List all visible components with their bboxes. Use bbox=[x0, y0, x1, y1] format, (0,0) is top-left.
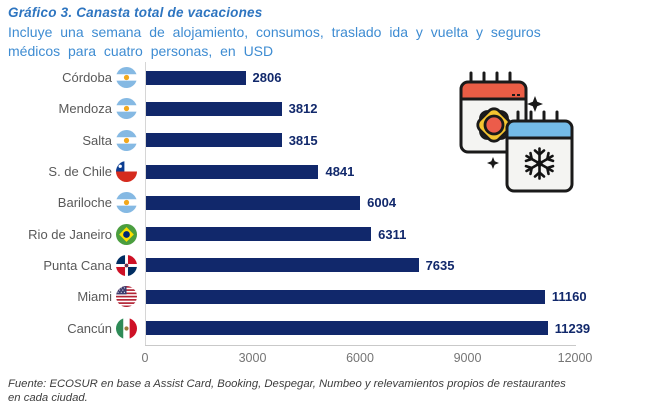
chart-row: Rio de Janeiro 6311 bbox=[0, 218, 610, 249]
winter-calendar-icon bbox=[505, 110, 574, 193]
value-label: 2806 bbox=[252, 70, 282, 86]
bar bbox=[145, 227, 372, 242]
chart-row: Miami 11160 bbox=[0, 281, 610, 312]
bar bbox=[145, 70, 246, 85]
calendar-illustration-svg bbox=[459, 71, 574, 193]
value-label: 3812 bbox=[288, 101, 318, 117]
flag-dominican-republic-icon bbox=[116, 254, 137, 276]
chart-row: Córdoba 2806 bbox=[0, 62, 610, 93]
value-label: 6311 bbox=[378, 226, 407, 242]
value-label: 7635 bbox=[425, 257, 455, 273]
source-line-1: Fuente: ECOSUR en base a Assist Card, Bo… bbox=[8, 378, 566, 390]
chart-row: Mendoza 3812 bbox=[0, 93, 610, 124]
y-axis-line bbox=[145, 62, 146, 345]
bar-track: 2806 bbox=[145, 70, 575, 86]
bar bbox=[145, 289, 545, 304]
chart-row: Salta 3815 bbox=[0, 125, 610, 156]
value-label: 6004 bbox=[367, 195, 397, 211]
bar-track: 4841 bbox=[145, 164, 575, 180]
x-tick-label: 6000 bbox=[346, 351, 374, 365]
sparkle-icon bbox=[527, 96, 543, 112]
chart-title: Gráfico 3. Canasta total de vacaciones bbox=[8, 5, 263, 20]
bar bbox=[145, 195, 361, 210]
flag-argentina-icon bbox=[116, 98, 137, 120]
value-label: 11239 bbox=[554, 320, 591, 336]
x-axis-ticks: 0 3000 6000 9000 12000 bbox=[0, 351, 610, 367]
category-label: Rio de Janeiro bbox=[28, 226, 112, 242]
subtitle-line-2: médicos para cuatro personas, en USD bbox=[8, 43, 274, 59]
chart-row: Punta Cana 7635 bbox=[0, 250, 610, 281]
bar-track: 7635 bbox=[145, 257, 575, 273]
x-tick-label: 12000 bbox=[557, 351, 593, 365]
category-label: Salta bbox=[82, 132, 112, 148]
category-label: Bariloche bbox=[57, 195, 112, 211]
flag-argentina-icon bbox=[116, 129, 137, 151]
flag-brazil-icon bbox=[116, 223, 137, 245]
snowflake-icon bbox=[524, 147, 555, 180]
chart-row: Bariloche 6004 bbox=[0, 187, 610, 218]
category-label: Mendoza bbox=[58, 101, 112, 117]
bar bbox=[145, 133, 282, 148]
chart-subtitle: Incluye una semana de alojamiento, consu… bbox=[8, 23, 588, 61]
chart-row: S. de Chile 4841 bbox=[0, 156, 610, 187]
source-line-2: en cada ciudad. bbox=[8, 392, 88, 404]
value-label: 11160 bbox=[551, 289, 587, 305]
bar-track: 11239 bbox=[145, 321, 590, 336]
bar-track: 6004 bbox=[145, 195, 575, 211]
flag-chile-icon bbox=[116, 161, 137, 183]
value-label: 4841 bbox=[325, 164, 355, 180]
plot-rows: Córdoba 2806 Mendoza 3812 Salta 3815 S. de Chi… bbox=[0, 62, 610, 344]
category-label: Miami bbox=[77, 289, 112, 305]
bar bbox=[145, 258, 419, 273]
category-label: S. de Chile bbox=[48, 164, 112, 180]
summer-winter-calendar-illustration bbox=[455, 66, 577, 194]
bar-track: 3815 bbox=[145, 132, 575, 148]
flag-argentina-icon bbox=[116, 67, 137, 89]
vacation-cost-bar-chart: Córdoba 2806 Mendoza 3812 Salta 3815 S. de Chi… bbox=[0, 62, 610, 365]
bar-track: 3812 bbox=[145, 101, 575, 117]
bar-track: 6311 bbox=[145, 226, 575, 242]
x-tick-label: 3000 bbox=[238, 351, 267, 365]
flag-usa-icon bbox=[116, 286, 137, 308]
x-tick-label: 0 bbox=[141, 351, 149, 365]
chart-row: Cancún 11239 bbox=[0, 312, 610, 343]
bar bbox=[145, 164, 319, 179]
x-axis-line bbox=[145, 345, 576, 346]
bar bbox=[145, 321, 548, 336]
category-label: Córdoba bbox=[62, 70, 112, 86]
value-label: 3815 bbox=[288, 132, 318, 148]
subtitle-line-1: Incluye una semana de alojamiento, consu… bbox=[8, 24, 541, 40]
bar bbox=[145, 101, 282, 116]
flag-argentina-icon bbox=[116, 192, 137, 214]
source-note: Fuente: ECOSUR en base a Assist Card, Bo… bbox=[8, 377, 608, 405]
category-label: Punta Cana bbox=[43, 257, 112, 273]
x-tick-label: 9000 bbox=[453, 351, 482, 365]
category-label: Cancún bbox=[67, 320, 112, 336]
bar-track: 11160 bbox=[145, 289, 587, 304]
flag-mexico-icon bbox=[116, 317, 137, 339]
sparkle-icon bbox=[487, 157, 499, 169]
